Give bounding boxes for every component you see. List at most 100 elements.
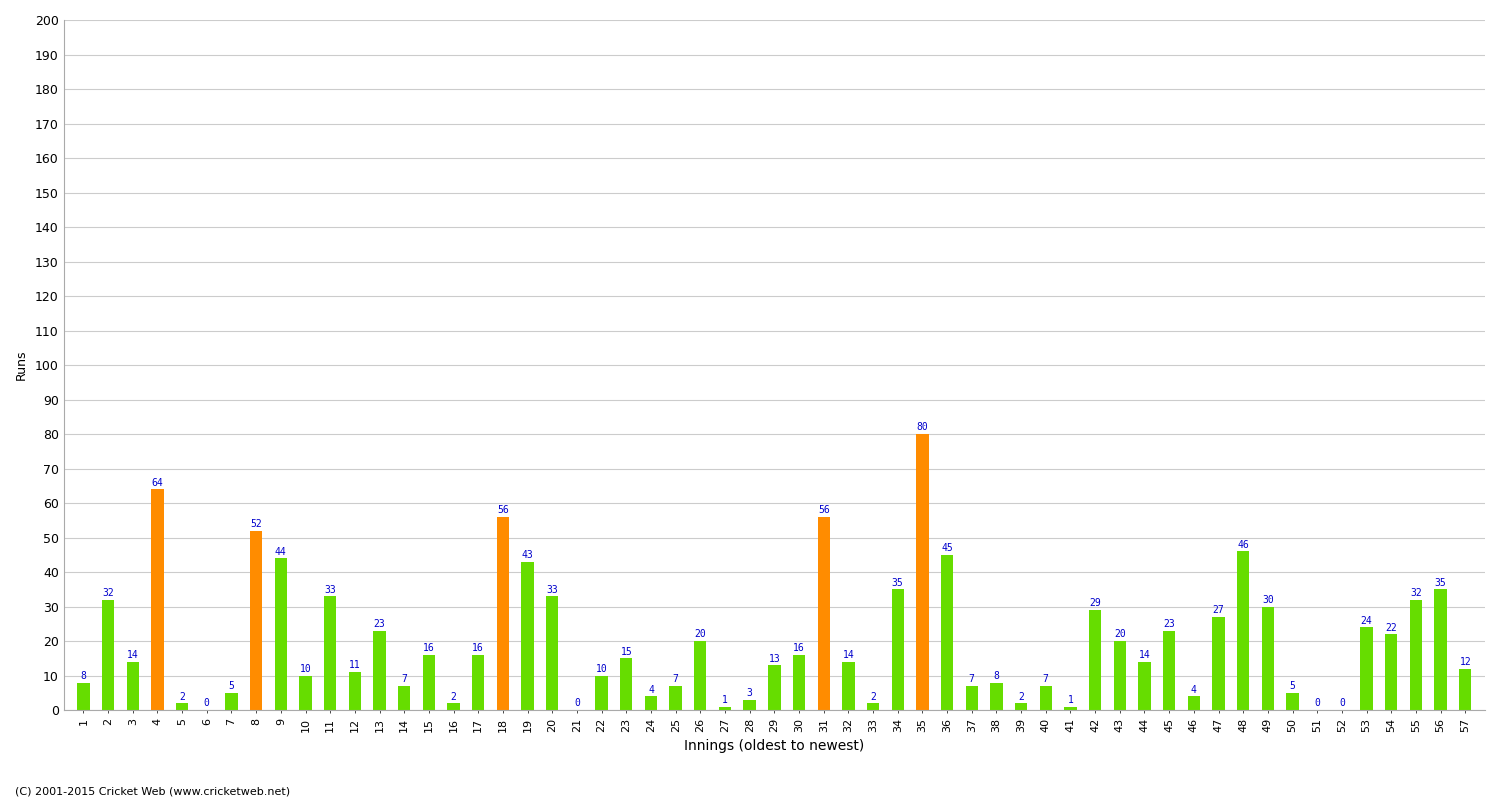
Text: 2: 2	[870, 691, 876, 702]
Text: 20: 20	[694, 630, 706, 639]
Text: 10: 10	[596, 664, 608, 674]
Text: 16: 16	[423, 643, 435, 654]
Text: 7: 7	[969, 674, 975, 684]
Bar	[718, 706, 730, 710]
Bar	[225, 693, 237, 710]
Bar	[669, 686, 682, 710]
Text: 8: 8	[81, 671, 87, 681]
Text: 1: 1	[1068, 695, 1074, 705]
Text: 14: 14	[1138, 650, 1150, 660]
Text: 2: 2	[450, 691, 456, 702]
Bar	[694, 641, 706, 710]
Text: 23: 23	[374, 619, 386, 629]
Bar	[251, 530, 262, 710]
Bar	[1188, 696, 1200, 710]
Text: 2: 2	[1019, 691, 1025, 702]
Bar	[990, 682, 1002, 710]
Text: 1: 1	[722, 695, 728, 705]
Bar	[842, 662, 855, 710]
Text: 4: 4	[1191, 685, 1197, 694]
Text: 7: 7	[672, 674, 678, 684]
Text: 5: 5	[1290, 681, 1296, 691]
Text: 24: 24	[1360, 616, 1372, 626]
Text: 80: 80	[916, 422, 928, 432]
Text: 32: 32	[102, 588, 114, 598]
Bar	[398, 686, 411, 710]
Text: 56: 56	[496, 505, 508, 515]
Text: 5: 5	[228, 681, 234, 691]
Bar	[176, 703, 189, 710]
Bar	[348, 672, 361, 710]
Text: 10: 10	[300, 664, 312, 674]
Bar	[1016, 703, 1028, 710]
Bar	[324, 596, 336, 710]
Bar	[620, 658, 633, 710]
Text: 0: 0	[1314, 698, 1320, 709]
Text: 14: 14	[128, 650, 138, 660]
Bar	[472, 655, 484, 710]
Text: 33: 33	[546, 585, 558, 594]
Text: 0: 0	[1340, 698, 1346, 709]
Text: 0: 0	[574, 698, 580, 709]
Bar	[818, 517, 830, 710]
Text: 52: 52	[251, 519, 262, 529]
Bar	[1460, 669, 1472, 710]
Text: 11: 11	[350, 661, 360, 670]
Bar	[596, 676, 608, 710]
Text: 16: 16	[794, 643, 806, 654]
Bar	[1238, 551, 1250, 710]
Text: 30: 30	[1262, 595, 1274, 605]
Bar	[423, 655, 435, 710]
Text: 7: 7	[402, 674, 406, 684]
Text: 22: 22	[1386, 622, 1396, 633]
Bar	[940, 555, 952, 710]
Text: 16: 16	[472, 643, 484, 654]
Text: 46: 46	[1238, 540, 1250, 550]
Bar	[546, 596, 558, 710]
Bar	[1262, 606, 1274, 710]
Text: 56: 56	[818, 505, 830, 515]
Bar	[300, 676, 312, 710]
Bar	[496, 517, 508, 710]
Bar	[891, 590, 904, 710]
Bar	[102, 600, 114, 710]
Text: 14: 14	[843, 650, 854, 660]
Text: 20: 20	[1114, 630, 1125, 639]
Bar	[1287, 693, 1299, 710]
Bar	[1384, 634, 1398, 710]
Bar	[1434, 590, 1448, 710]
Bar	[794, 655, 806, 710]
Text: 7: 7	[1042, 674, 1048, 684]
Bar	[1212, 617, 1224, 710]
Text: 29: 29	[1089, 598, 1101, 608]
X-axis label: Innings (oldest to newest): Innings (oldest to newest)	[684, 739, 864, 753]
Text: 13: 13	[768, 654, 780, 663]
Bar	[645, 696, 657, 710]
Text: 44: 44	[274, 546, 286, 557]
Text: 15: 15	[621, 646, 632, 657]
Bar	[1410, 600, 1422, 710]
Y-axis label: Runs: Runs	[15, 350, 28, 380]
Bar	[1138, 662, 1150, 710]
Bar	[274, 558, 286, 710]
Bar	[867, 703, 879, 710]
Text: 3: 3	[747, 688, 753, 698]
Text: 2: 2	[178, 691, 184, 702]
Text: 8: 8	[993, 671, 999, 681]
Text: 12: 12	[1460, 657, 1472, 667]
Bar	[522, 562, 534, 710]
Bar	[1089, 610, 1101, 710]
Bar	[126, 662, 140, 710]
Text: 0: 0	[204, 698, 210, 709]
Text: 27: 27	[1212, 606, 1224, 615]
Bar	[1162, 630, 1176, 710]
Bar	[1065, 706, 1077, 710]
Text: 45: 45	[940, 543, 952, 553]
Text: 43: 43	[522, 550, 534, 560]
Bar	[1113, 641, 1126, 710]
Text: 33: 33	[324, 585, 336, 594]
Bar	[152, 490, 164, 710]
Text: 32: 32	[1410, 588, 1422, 598]
Text: 35: 35	[1434, 578, 1446, 588]
Text: 4: 4	[648, 685, 654, 694]
